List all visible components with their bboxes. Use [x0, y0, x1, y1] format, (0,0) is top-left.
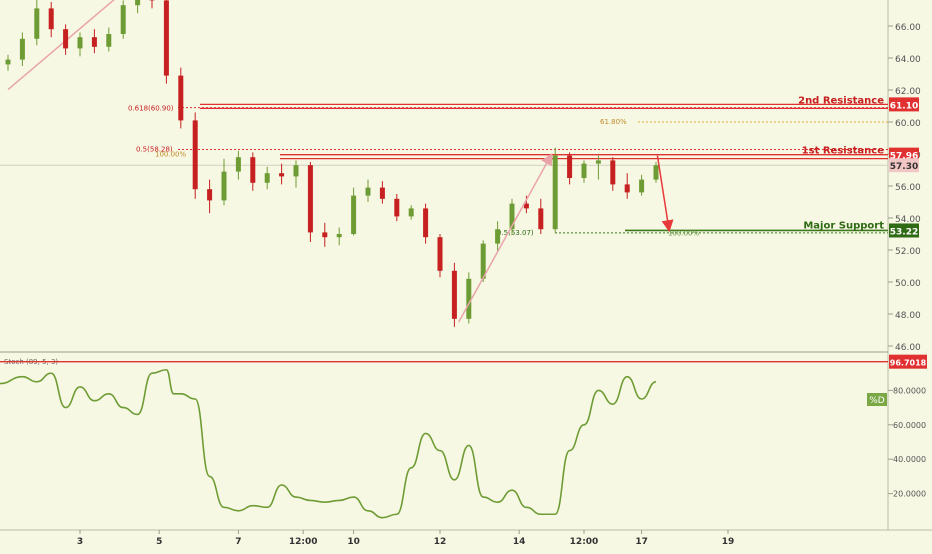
stoch-ref-tag: 96.7018 [890, 359, 927, 368]
candle-body [423, 208, 428, 237]
osc-y-tick-label: 40.0000 [893, 455, 926, 464]
candle-body [207, 189, 212, 200]
candle-body [265, 173, 270, 183]
candle-body [394, 199, 399, 217]
time-tick-label: 12:00 [570, 537, 599, 547]
candle-body [322, 232, 327, 237]
time-tick-label: 12:00 [289, 537, 318, 547]
time-tick-label: 10 [347, 537, 360, 547]
price-y-tick-label: 56.00 [895, 183, 921, 193]
price-axis-panel [888, 0, 932, 530]
candle-body [193, 120, 198, 189]
price-y-tick-label: 46.00 [895, 343, 921, 353]
candle-body [135, 0, 140, 5]
candle-body [337, 234, 342, 237]
candle-body [596, 160, 601, 163]
candle-body [452, 271, 457, 319]
candle-body [582, 164, 587, 178]
fib-1000-left-label: 100.00% [155, 151, 186, 159]
candle-body [380, 188, 385, 199]
fib-6180-right-label: 61.80% [600, 118, 627, 126]
first-resistance-label: 1st Resistance [802, 146, 885, 157]
fib-0618-label: 0.618(60.90) [128, 105, 174, 113]
price-y-tick-label: 48.00 [895, 311, 921, 321]
price-y-tick-label: 50.00 [895, 279, 921, 289]
candle-body [49, 8, 54, 29]
candle-body [466, 279, 471, 319]
candle-body [438, 237, 443, 271]
time-tick-label: 5 [156, 537, 162, 547]
price-y-tick-label: 60.00 [895, 119, 921, 129]
time-tick-label: 3 [77, 537, 83, 547]
price-y-tick-label: 64.00 [895, 55, 921, 65]
candle-body [294, 165, 299, 176]
major-support-tag: 53.22 [890, 227, 918, 237]
candle-body [20, 39, 25, 60]
candle-body [121, 5, 126, 34]
candle-body [222, 172, 227, 201]
candle-body [164, 0, 169, 75]
candle-body [409, 208, 414, 216]
candle-body [106, 34, 111, 47]
second-resistance-label: 2nd Resistance [798, 95, 884, 106]
candle-body [553, 156, 558, 230]
osc-y-tick-label: 60.0000 [893, 421, 926, 430]
candle-body [236, 157, 241, 171]
candle-body [63, 29, 68, 48]
time-tick-label: 7 [235, 537, 241, 547]
current-price-tag: 57.30 [890, 162, 918, 172]
candle-body [567, 156, 572, 178]
price-y-tick-label: 52.00 [895, 247, 921, 257]
fib-05-lower-label: 0.5(53.07) [497, 229, 534, 237]
time-tick-label: 12 [434, 537, 447, 547]
candle-body [538, 208, 543, 229]
candle-body [639, 180, 644, 193]
candle-body [610, 160, 615, 184]
candle-body [250, 157, 255, 183]
candle-body [92, 37, 97, 47]
candle-body [78, 37, 83, 48]
candle-body [366, 188, 371, 196]
time-tick-label: 19 [722, 537, 735, 547]
osc-y-tick-label: 20.0000 [893, 490, 926, 499]
price-y-tick-label: 62.00 [895, 87, 921, 97]
candle-body [351, 196, 356, 234]
candle-body [279, 173, 284, 176]
major-support-label: Major Support [803, 220, 884, 231]
candle-body [178, 76, 183, 121]
time-tick-label: 17 [635, 537, 648, 547]
time-tick-label: 14 [513, 537, 526, 547]
candle-body [625, 184, 630, 192]
candle-body [654, 165, 659, 179]
candle-body [495, 229, 500, 243]
osc-y-tick-label: 80.0000 [893, 386, 926, 395]
stoch-d-tag: %D [869, 396, 885, 406]
candle-body [6, 60, 11, 65]
fib-1000-right-label: 100.00% [668, 229, 699, 237]
candle-body [34, 8, 39, 38]
candle-body [308, 165, 313, 232]
price-y-tick-label: 66.00 [895, 23, 921, 33]
second-resistance-tag: 61.10 [890, 101, 918, 111]
